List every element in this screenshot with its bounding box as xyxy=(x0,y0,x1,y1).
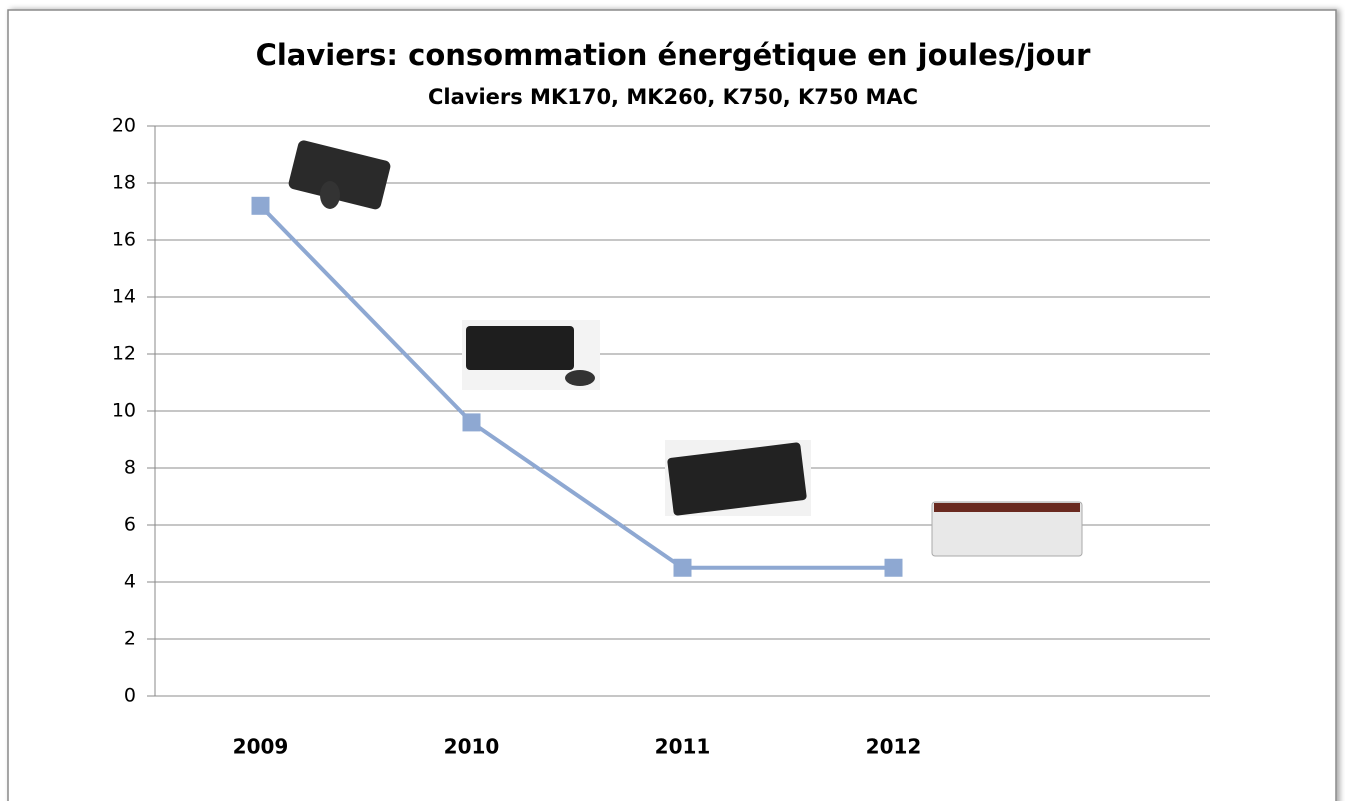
chart-title: Claviers: consommation énergétique en jo… xyxy=(256,38,1092,72)
data-point xyxy=(463,413,481,431)
x-tick-label: 2011 xyxy=(655,735,711,759)
x-tick-label: 2012 xyxy=(866,735,922,759)
y-tick-label: 18 xyxy=(112,172,136,194)
y-tick-label: 10 xyxy=(112,400,136,422)
y-tick-label: 12 xyxy=(112,343,136,365)
keyboard-image xyxy=(932,502,1082,556)
y-tick-label: 14 xyxy=(112,286,136,308)
x-tick-label: 2009 xyxy=(233,735,289,759)
data-point xyxy=(252,197,270,215)
y-tick-label: 2 xyxy=(124,628,136,650)
y-tick-label: 8 xyxy=(124,457,136,479)
y-tick-label: 16 xyxy=(112,229,136,251)
keyboard-image xyxy=(462,320,600,390)
page: {"chart_data": {"type": "line", "title":… xyxy=(0,0,1345,801)
y-tick-label: 6 xyxy=(124,514,136,536)
y-tick-label: 4 xyxy=(124,571,136,593)
keyboard-image xyxy=(665,440,811,516)
chart-frame xyxy=(8,10,1336,801)
y-tick-label: 20 xyxy=(112,115,136,137)
data-point xyxy=(674,559,692,577)
chart-subtitle: Claviers MK170, MK260, K750, K750 MAC xyxy=(428,85,918,109)
data-point xyxy=(885,559,903,577)
x-tick-label: 2010 xyxy=(444,735,500,759)
chart: Claviers: consommation énergétique en jo… xyxy=(0,0,1345,801)
y-tick-label: 0 xyxy=(124,685,136,707)
